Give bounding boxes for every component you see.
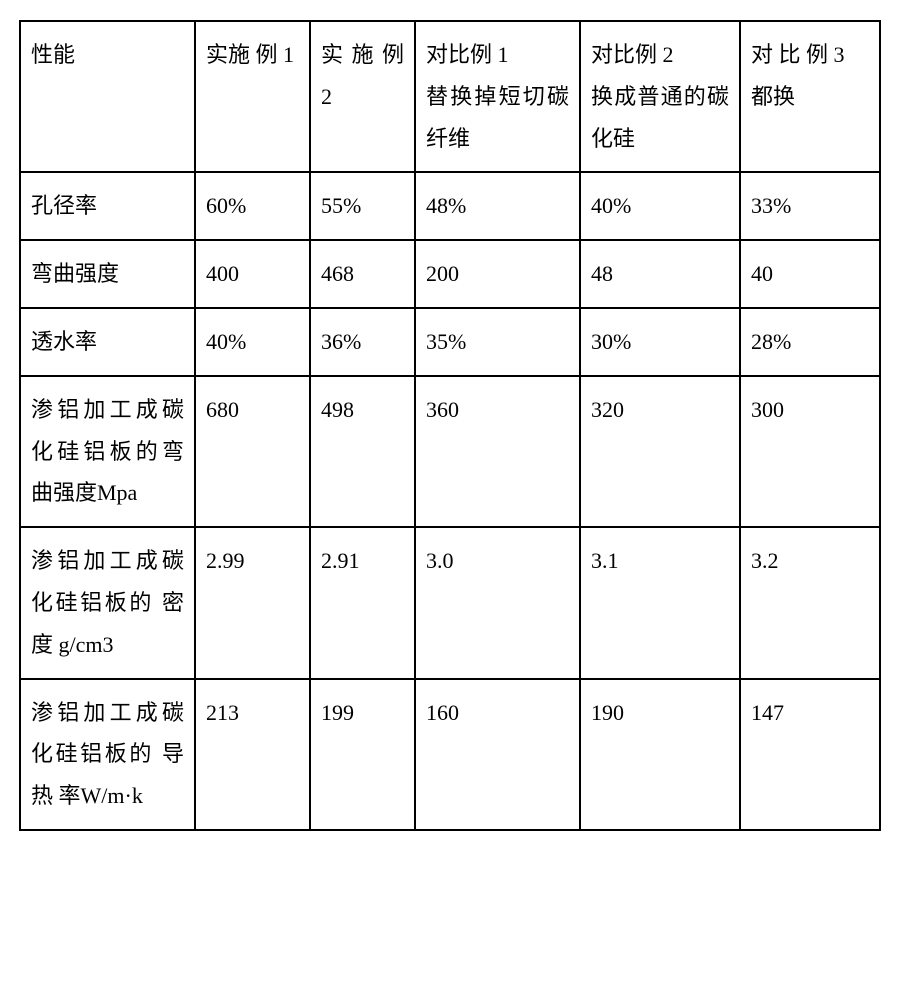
table-row: 渗铝加工成碳化硅铝板的弯曲强度Mpa 680 498 360 320 300 [20,376,880,527]
cell-value: 36% [310,308,415,376]
cell-value: 3.0 [415,527,580,678]
header-cell-compare1: 对比例 1 替换掉短切碳纤维 [415,21,580,172]
cell-value: 40% [195,308,310,376]
cell-value: 2.91 [310,527,415,678]
cell-value: 40% [580,172,740,240]
cell-value: 498 [310,376,415,527]
cell-value: 48 [580,240,740,308]
cell-value: 680 [195,376,310,527]
header-cell-example1: 实施 例 1 [195,21,310,172]
cell-value: 48% [415,172,580,240]
row-label: 渗铝加工成碳化硅铝板的 导 热 率W/m·k [20,679,195,830]
cell-value: 3.1 [580,527,740,678]
header-cell-example2: 实 施 例 2 [310,21,415,172]
cell-value: 2.99 [195,527,310,678]
cell-value: 30% [580,308,740,376]
row-label: 孔径率 [20,172,195,240]
row-label: 弯曲强度 [20,240,195,308]
row-label: 透水率 [20,308,195,376]
cell-value: 200 [415,240,580,308]
header-row: 性能 实施 例 1 实 施 例 2 对比例 1 替换掉短切碳纤维 对比例 2 换… [20,21,880,172]
cell-value: 468 [310,240,415,308]
cell-value: 320 [580,376,740,527]
cell-value: 3.2 [740,527,880,678]
cell-value: 213 [195,679,310,830]
cell-value: 190 [580,679,740,830]
table-row: 弯曲强度 400 468 200 48 40 [20,240,880,308]
row-label: 渗铝加工成碳化硅铝板的 密 度 g/cm3 [20,527,195,678]
cell-value: 55% [310,172,415,240]
row-label: 渗铝加工成碳化硅铝板的弯曲强度Mpa [20,376,195,527]
cell-value: 35% [415,308,580,376]
cell-value: 147 [740,679,880,830]
header-cell-performance: 性能 [20,21,195,172]
cell-value: 400 [195,240,310,308]
cell-value: 33% [740,172,880,240]
cell-value: 300 [740,376,880,527]
table-row: 透水率 40% 36% 35% 30% 28% [20,308,880,376]
table-row: 孔径率 60% 55% 48% 40% 33% [20,172,880,240]
cell-value: 160 [415,679,580,830]
cell-value: 60% [195,172,310,240]
table-body: 性能 实施 例 1 实 施 例 2 对比例 1 替换掉短切碳纤维 对比例 2 换… [20,21,880,830]
cell-value: 28% [740,308,880,376]
table-row: 渗铝加工成碳化硅铝板的 导 热 率W/m·k 213 199 160 190 1… [20,679,880,830]
cell-value: 199 [310,679,415,830]
cell-value: 360 [415,376,580,527]
cell-value: 40 [740,240,880,308]
data-table: 性能 实施 例 1 实 施 例 2 对比例 1 替换掉短切碳纤维 对比例 2 换… [19,20,881,831]
table-row: 渗铝加工成碳化硅铝板的 密 度 g/cm3 2.99 2.91 3.0 3.1 … [20,527,880,678]
header-cell-compare2: 对比例 2 换成普通的碳化硅 [580,21,740,172]
header-cell-compare3: 对 比 例 3 都换 [740,21,880,172]
